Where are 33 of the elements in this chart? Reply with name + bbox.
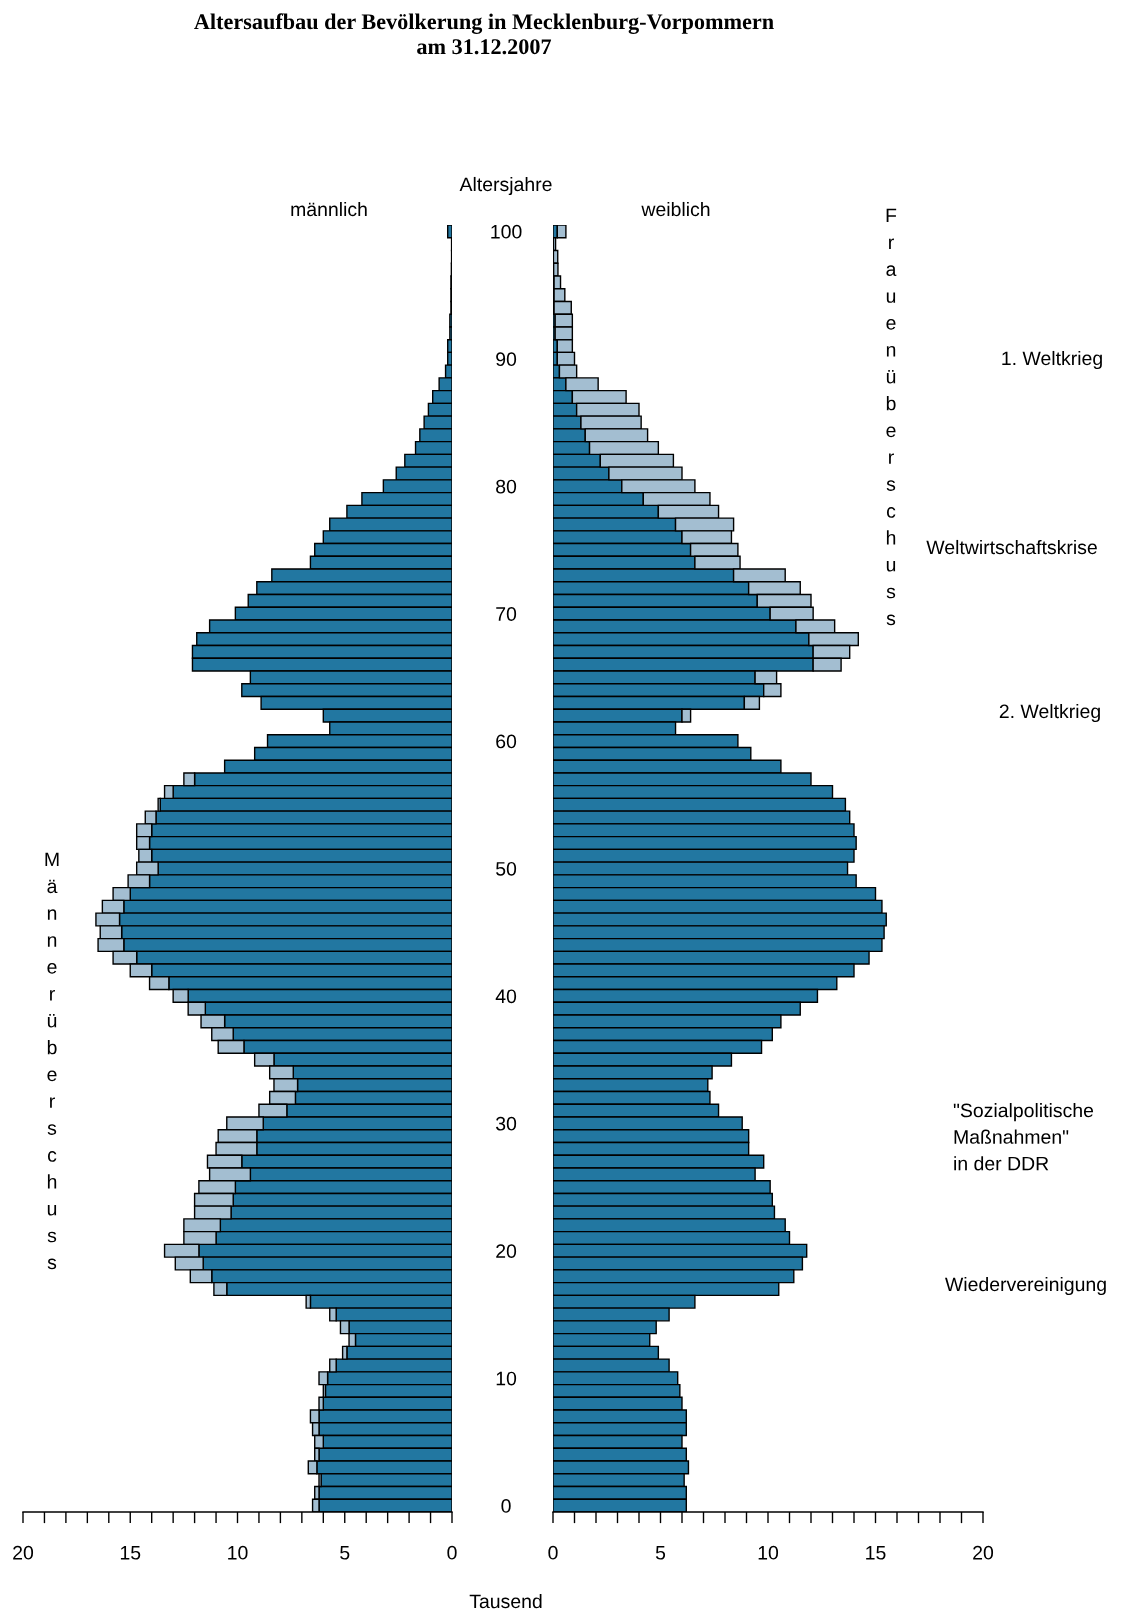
x-tick-label: 0	[447, 1545, 457, 1560]
y-tick-label: 10	[496, 1371, 517, 1386]
text: Frauenüberschuss	[886, 208, 897, 626]
y-tick-label: 70	[496, 607, 517, 621]
x-tick-label: 10	[758, 1545, 779, 1560]
chart-title: Altersaufbau der Bevölkerung in Mecklenburg-Vorpommern am 31.12.2007	[194, 13, 774, 55]
y-tick-label: 30	[495, 1116, 517, 1131]
x-tick-label: 5	[340, 1546, 350, 1560]
x-tick-label: 0	[548, 1545, 558, 1560]
x-tick-label: 15	[120, 1546, 141, 1560]
y-tick-label: 90	[496, 352, 517, 367]
y-tick-label: 0	[501, 1499, 511, 1513]
y-tick-label: 60	[496, 734, 517, 749]
y-tick-label: 20	[496, 1244, 517, 1259]
y-tick-label: 50	[496, 861, 517, 876]
annotation: Wiedervereinigung	[945, 1276, 1106, 1296]
text: weiblich	[641, 201, 710, 217]
x-tick-label: 10	[228, 1545, 248, 1560]
x-axis-title: Tausend	[469, 1593, 542, 1609]
text: Männerüberschuss	[45, 852, 59, 1270]
x-tick-label: 5	[655, 1546, 666, 1560]
annotation: "Sozialpolitische Maßnahmen" in der DDR	[953, 1103, 1094, 1171]
y-tick-label: 80	[496, 479, 517, 494]
annotation: Weltwirtschaftskrise	[926, 539, 1097, 555]
text: 2. Weltkrieg	[999, 703, 1100, 723]
text: männlich	[291, 201, 367, 217]
x-tick-label: 20	[973, 1545, 994, 1560]
y-tick-label: 40	[495, 989, 517, 1004]
y-tick-label: 100	[491, 224, 522, 239]
y-axis-title: Altersjahre	[459, 176, 552, 196]
x-tick-label: 15	[866, 1546, 886, 1560]
text: 1. Weltkrieg	[1002, 350, 1102, 370]
x-tick-label: 20	[13, 1545, 34, 1560]
